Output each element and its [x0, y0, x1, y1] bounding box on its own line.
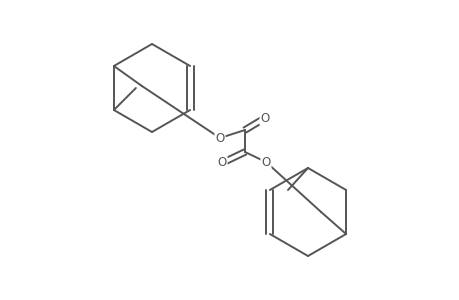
- Text: O: O: [215, 131, 224, 145]
- Text: O: O: [260, 112, 269, 124]
- Text: O: O: [261, 155, 270, 169]
- Text: O: O: [217, 157, 226, 169]
